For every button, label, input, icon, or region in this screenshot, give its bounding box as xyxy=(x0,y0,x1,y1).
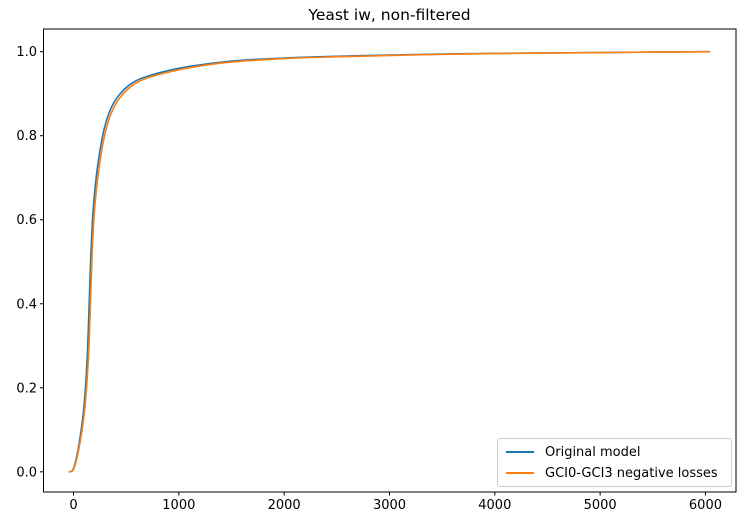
x-tick-label: 2000 xyxy=(268,498,301,513)
legend-item: GCI0-GCI3 negative losses xyxy=(506,463,725,483)
legend-line-gci0-gci3-negative-losses xyxy=(506,472,534,474)
y-tick-label: 1.0 xyxy=(16,45,37,60)
x-tick-label: 4000 xyxy=(478,498,511,513)
x-tick-label: 6000 xyxy=(689,498,722,513)
x-tick-label: 5000 xyxy=(584,498,617,513)
legend-item: Original model xyxy=(506,442,725,462)
legend: Original model GCI0-GCI3 negative losses xyxy=(497,438,732,487)
chart-title: Yeast iw, non-filtered xyxy=(308,6,471,24)
y-tick-label: 0.0 xyxy=(16,465,37,480)
y-tick-label: 0.8 xyxy=(16,129,37,144)
legend-label: GCI0-GCI3 negative losses xyxy=(545,465,718,481)
legend-label: Original model xyxy=(545,444,641,460)
axes-spines xyxy=(43,28,737,493)
y-tick-label: 0.4 xyxy=(16,297,37,312)
series-line-original-model xyxy=(68,50,710,473)
y-tick-label: 0.2 xyxy=(16,381,37,396)
legend-line-original-model xyxy=(506,451,534,453)
series-line-gci0-gci3-negative-losses xyxy=(68,50,711,473)
x-tick-label: 3000 xyxy=(373,498,406,513)
y-tick-label: 0.6 xyxy=(16,213,37,228)
x-tick-label: 0 xyxy=(69,498,77,513)
x-tick-label: 1000 xyxy=(162,498,195,513)
